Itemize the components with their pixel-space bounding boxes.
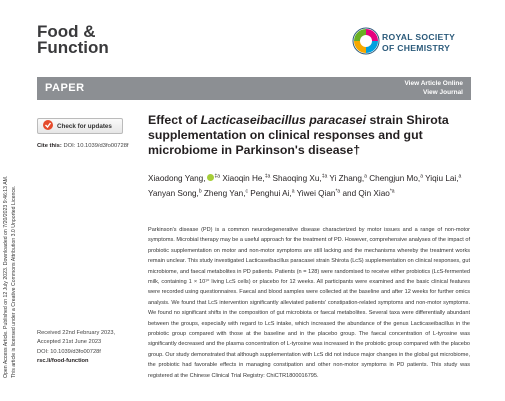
author: and Qin Xiao*a [342,188,395,198]
author: Yiqiu Lai,a [425,173,462,183]
author-affiliation: b [198,188,202,195]
received-date: Received 22nd February 2023, [37,330,116,336]
author: Yi Zhang,a [329,173,367,183]
view-article-link[interactable]: View Article Online [404,80,463,87]
author-affiliation: a [420,173,423,179]
author-affiliation: ‡a [264,173,271,179]
abstract: Parkinson's disease (PD) is a common neu… [148,227,470,379]
author-affiliation: ‡a [321,173,328,179]
accepted-date: Accepted 21st June 2023 [37,339,102,346]
licence-margin: Open Access Article. Published on 12 Jul… [2,78,18,378]
view-journal-link[interactable]: View Journal [423,89,463,96]
author-affiliation: a [291,188,295,195]
citation: Cite this: DOI: 10.1039/d3fo00728f [37,143,129,149]
author-affiliation: *a [335,188,341,195]
article-doi: DOI: 10.1039/d3fo00728f [37,348,101,355]
check-text: Check for updates [57,123,112,130]
author-affiliation: c [245,188,248,195]
author-name: Yanyan Song, [148,188,199,198]
author-affiliation: *a [389,188,395,195]
author-name: Yiwei Qian [296,188,336,198]
article-history: Received 22nd February 2023, Accepted 21… [37,329,115,366]
author-name: Yiqiu Lai, [425,173,459,183]
author: Penghui Ai,a [250,188,295,198]
rsc-emblem [352,27,380,55]
journal-line: Food & [37,22,96,41]
author: Yiwei Qian*a [296,188,341,198]
title-text: strain Shirota supplementation on clinic… [148,113,449,157]
article-banner: PAPER View Article Online View Journal [37,77,471,100]
margin-line: This article is licensed under a Creativ… [11,185,17,378]
cite-doi: DOI: 10.1039/d3fo00728f [63,143,129,149]
journal-url[interactable]: rsc.li/food-function [37,357,89,364]
publisher-line: ROYAL SOCIETY [382,32,456,42]
orcid-icon [206,173,214,181]
author: Xiaodong Yang, ‡a [148,173,221,183]
author: Yanyan Song,b [148,188,202,198]
title-species: Lacticaseibacillus paracasei [200,113,367,127]
author: Shaoqing Xu,‡a [272,173,328,183]
author-name: Xiaodong Yang, [148,173,206,183]
author-name: Yi Zhang, [329,173,365,183]
margin-line: Open Access Article. Published on 12 Jul… [3,175,9,378]
publisher-line: OF CHEMISTRY [382,42,451,53]
author-name: and Qin Xiao [342,188,390,198]
author-name: Xiaoqin He, [222,173,265,183]
publisher-name: ROYAL SOCIETY OF CHEMISTRY [382,32,455,53]
author: Zheng Yan,c [203,188,248,198]
author-affiliation: a [458,173,462,179]
author-list: Xiaodong Yang, ‡a Xiaoqin He,‡a Shaoqing … [148,170,470,200]
check-icon [43,120,53,130]
author-name: Penghui Ai, [250,188,292,198]
author-affiliation: ‡a [214,173,221,179]
title-text: Effect of [148,113,201,127]
author-affiliation: a [364,173,367,179]
article-type: PAPER [45,82,85,94]
check-updates-button[interactable]: Check for updates [37,118,123,134]
author-name: Shaoqing Xu, [272,173,322,183]
journal-line: Function [37,38,109,57]
author: Xiaoqin He,‡a [222,173,271,183]
author-name: Zheng Yan, [203,188,246,198]
journal-name: Food & Function [37,22,109,57]
author-name: Chengjun Mo, [369,173,421,183]
article-title: Effect of Lacticaseibacillus paracasei s… [148,113,470,158]
cite-label: Cite this: [37,143,62,149]
author: Chengjun Mo,a [369,173,423,183]
